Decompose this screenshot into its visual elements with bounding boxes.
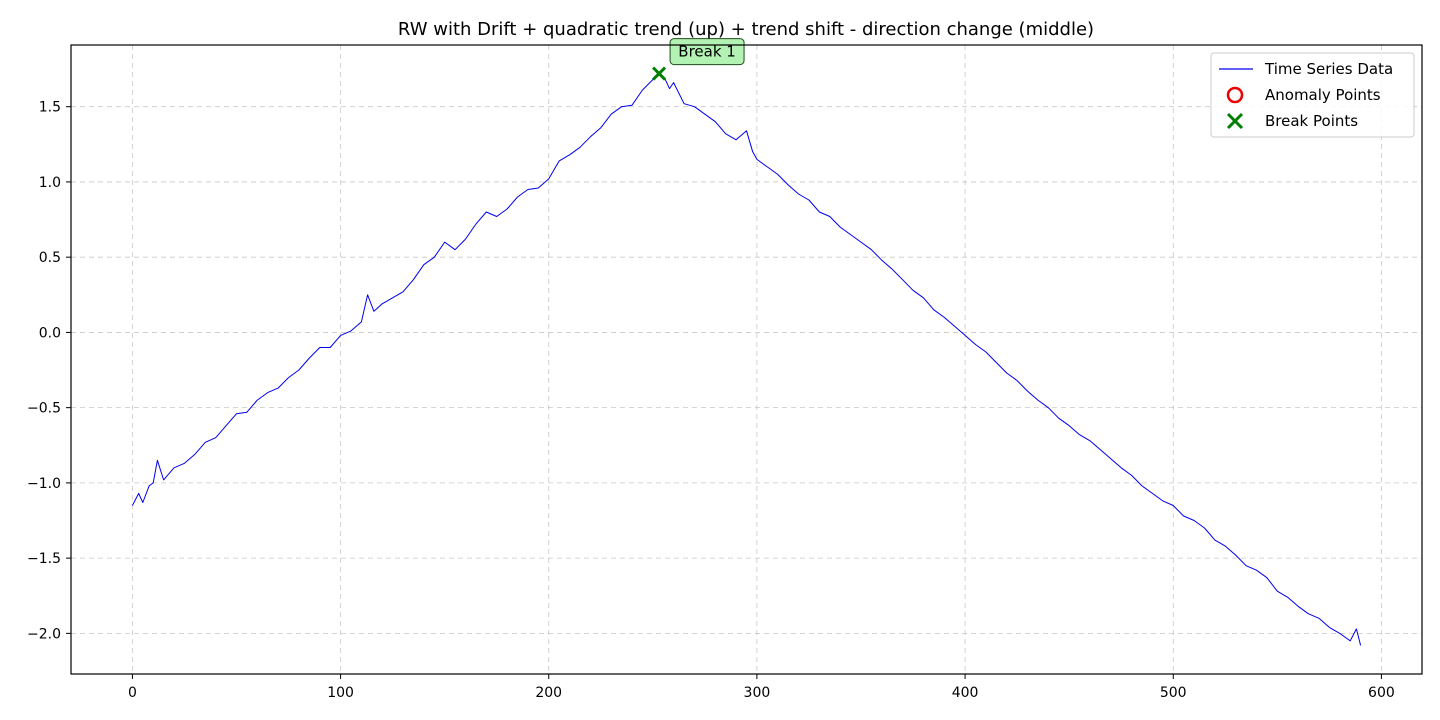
x-tick-label: 0 — [128, 685, 137, 701]
legend-box — [1210, 52, 1415, 138]
plot-frame — [70, 44, 1423, 675]
legend-label: Anomaly Points — [1265, 86, 1381, 104]
x-tick-label: 400 — [952, 685, 979, 701]
legend-label: Break Points — [1265, 112, 1358, 130]
y-tick-label: 1.5 — [39, 100, 61, 116]
y-tick-label: −2.0 — [27, 626, 61, 642]
series-layer — [131, 73, 1362, 646]
y-tick-label: 0.0 — [39, 325, 61, 341]
x-tick-label: 500 — [1160, 685, 1187, 701]
legend-circle-swatch — [1226, 86, 1244, 104]
grid — [71, 45, 1422, 674]
x-tick-label: 100 — [327, 685, 354, 701]
y-tick-label: 0.5 — [39, 250, 61, 266]
x-tick-label: 200 — [535, 685, 562, 701]
series-line — [131, 73, 1362, 646]
chart-title: RW with Drift + quadratic trend (up) + t… — [398, 19, 1094, 40]
axis-ticks: 0 100 200 300 400 500 600 −2.0 −1.5 −1.0 −0.5 0.0 0.… — [27, 100, 1395, 701]
break-point-marker — [652, 66, 667, 81]
y-tick-label: −1.5 — [27, 551, 61, 567]
x-tick-label: 300 — [744, 685, 771, 701]
legend-cross-swatch — [1226, 112, 1244, 130]
break-annotation-label: Break 1 — [678, 43, 736, 61]
legend-cross-stroke — [1226, 112, 1244, 130]
x-tick-label: 600 — [1368, 685, 1395, 701]
legend: Time Series Data Anomaly Points Break Poin… — [1210, 52, 1415, 138]
break-cross-stroke — [652, 66, 667, 81]
y-tick-label: 1.0 — [39, 175, 61, 191]
y-tick-label: −0.5 — [27, 401, 61, 417]
legend-label: Time Series Data — [1264, 60, 1393, 78]
y-tick-label: −1.0 — [27, 476, 61, 492]
